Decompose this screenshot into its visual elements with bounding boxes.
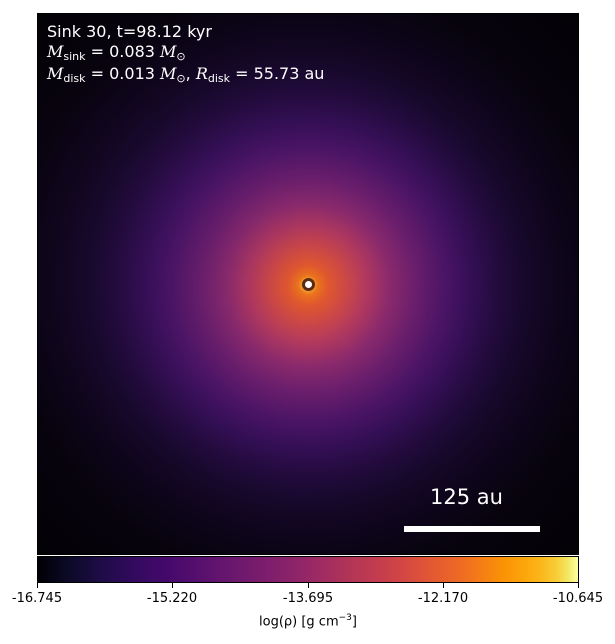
colorbar — [37, 556, 579, 583]
density-projection-panel: Sink 30, t=98.12 kyr Msink = 0.083 M⊙ Md… — [37, 13, 579, 555]
sink-title-text: Sink 30, t=98.12 kyr — [47, 22, 212, 41]
colorbar-tick — [443, 583, 444, 588]
colorbar-tick — [172, 583, 173, 588]
disk-properties-text: Mdisk = 0.013 M⊙, Rdisk = 55.73 au — [47, 64, 325, 85]
colorbar-tick — [37, 583, 38, 588]
sink-mass-text: Msink = 0.083 M⊙ — [47, 42, 186, 63]
colorbar-tick-label: -16.745 — [11, 591, 63, 606]
colorbar-tick-label: -15.220 — [146, 591, 198, 606]
sink-particle-marker — [302, 278, 315, 291]
colorbar-axis-label: log(ρ) [g cm−3] — [259, 613, 357, 630]
colorbar-tick-label: -12.170 — [417, 591, 469, 606]
colorbar-tick — [308, 583, 309, 588]
colorbar-tick-label: -13.695 — [282, 591, 334, 606]
scale-bar-label: 125 au — [430, 485, 503, 509]
scale-bar — [404, 526, 540, 532]
colorbar-tick — [578, 583, 579, 588]
colorbar-tick-label: -10.645 — [552, 591, 604, 606]
